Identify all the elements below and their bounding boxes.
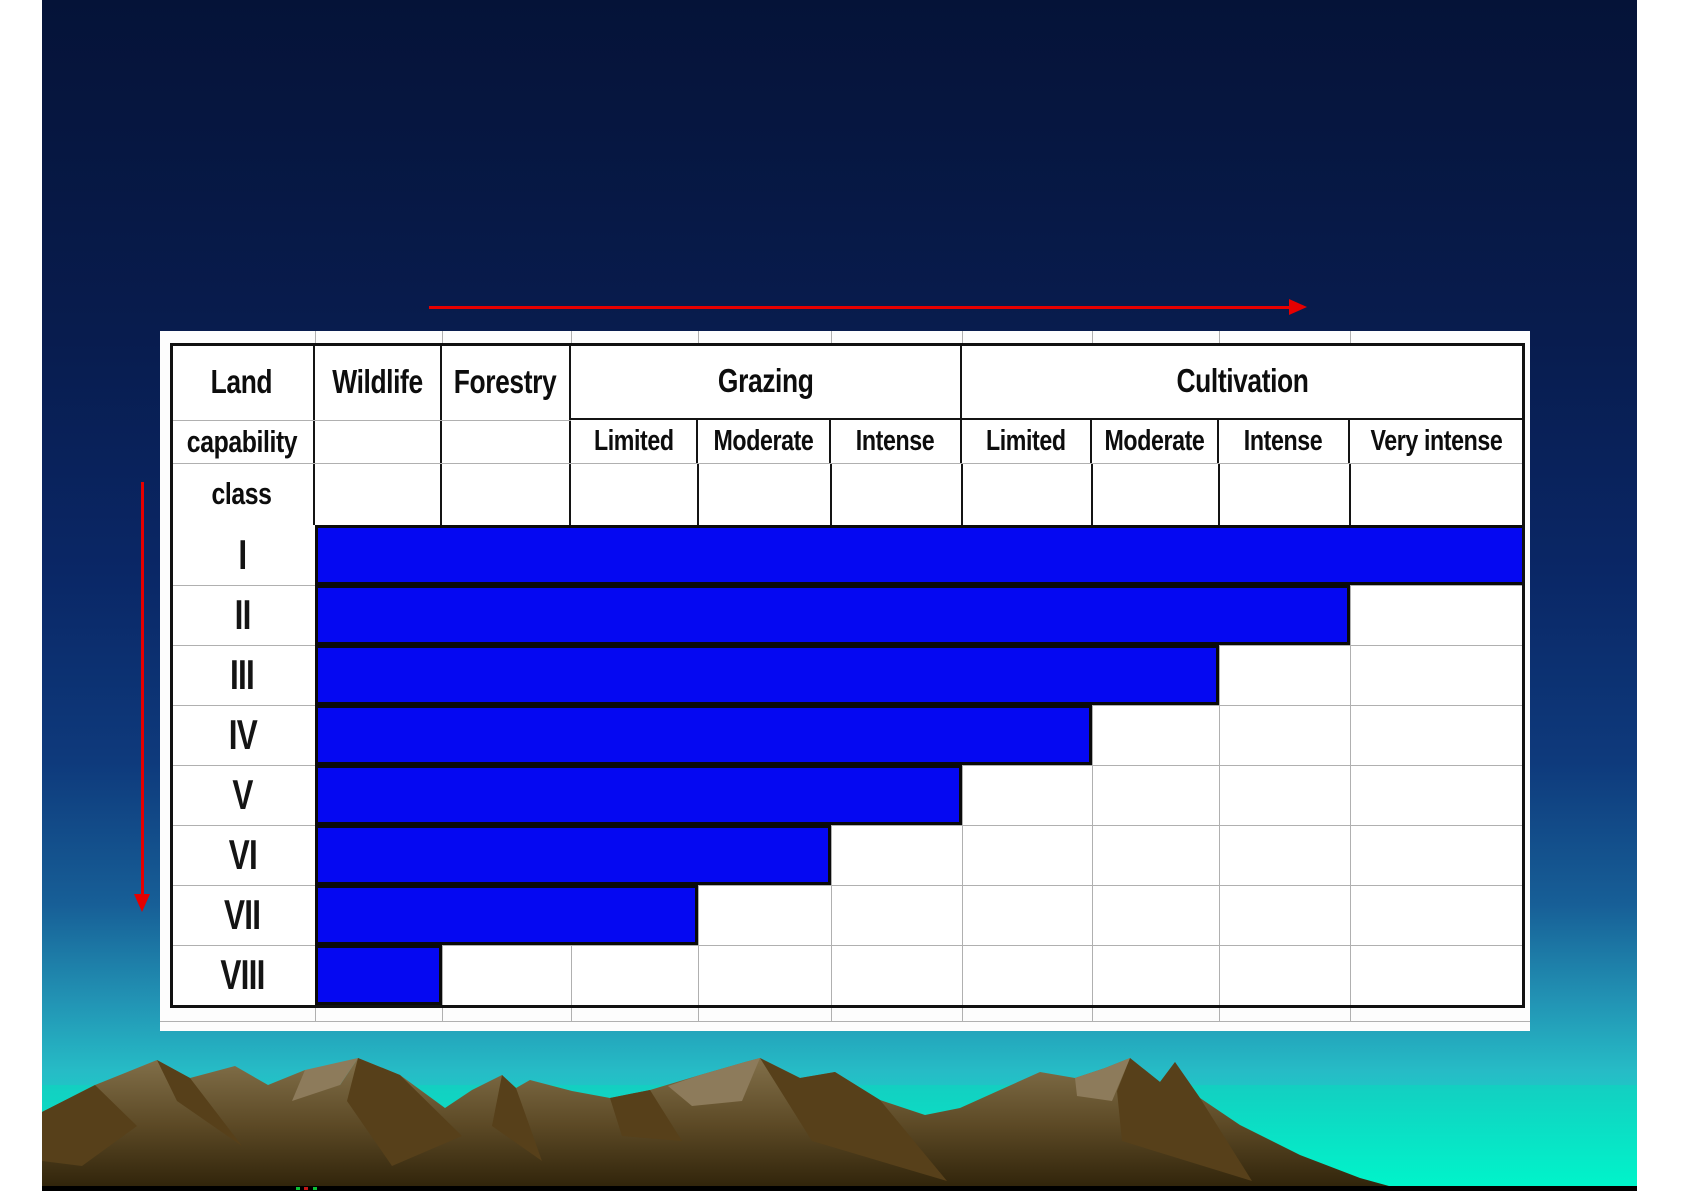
wildlife-header-label: Wildlife	[332, 362, 423, 400]
margin-vertical-stub	[315, 331, 316, 343]
margin-horizontal-stub	[160, 1021, 1530, 1022]
body-row-line	[170, 945, 1525, 946]
margin-vertical-stub	[442, 331, 443, 343]
row-label: VI	[170, 825, 315, 885]
header-vertical-line	[1218, 463, 1220, 525]
margin-vertical-stub	[831, 1008, 832, 1022]
mountain-graphic	[42, 1058, 1407, 1191]
header-cell-forestry: Forestry	[442, 343, 571, 525]
mountain-shadow-facets	[42, 1058, 1252, 1181]
subheader-cell: Intense	[1219, 420, 1350, 463]
capability-bar-row-I	[315, 525, 1525, 585]
header-vertical-line	[1091, 463, 1093, 525]
corner-header-cell: Land capability class	[170, 343, 315, 525]
header-hairline	[170, 463, 1525, 464]
slide: Land capability class Wildlife Forestry Gr…	[42, 0, 1637, 1191]
grazing-header-label: Grazing	[717, 361, 814, 399]
margin-vertical-stub	[831, 331, 832, 343]
capability-bar-row-II	[315, 585, 1350, 645]
margin-vertical-stub	[1219, 331, 1220, 343]
margin-vertical-stub	[1350, 1008, 1351, 1022]
margin-vertical-stub	[1219, 1008, 1220, 1022]
subheader-label: Moderate	[713, 425, 814, 457]
row-label-text: VII	[224, 891, 261, 938]
footer-speck	[313, 1187, 317, 1190]
header-label-wrap: Wildlife	[315, 343, 440, 420]
margin-vertical-stub	[1092, 1008, 1093, 1022]
row-label: IV	[170, 705, 315, 765]
row-label-text: VI	[228, 831, 257, 878]
header-vertical-line	[1349, 463, 1351, 525]
header-vertical-line	[697, 463, 699, 525]
row-label: VII	[170, 885, 315, 945]
capability-bar-row-VII	[315, 885, 698, 945]
subheader-cell: Limited	[962, 420, 1092, 463]
cultivation-header-label: Cultivation	[1176, 361, 1309, 399]
subheader-cell: Intense	[831, 420, 962, 463]
land-capability-table-picture: Land capability class Wildlife Forestry Gr…	[160, 331, 1530, 1031]
capability-bar-row-VI	[315, 825, 831, 885]
subheader-label: Intense	[1244, 425, 1323, 457]
capability-table-grid: Land capability class Wildlife Forestry Gr…	[170, 343, 1525, 1008]
capability-bar-row-III	[315, 645, 1219, 705]
subheader-label: Limited	[593, 425, 674, 457]
header-vertical-line	[961, 463, 963, 525]
header-hairline	[170, 420, 571, 421]
row-label: II	[170, 585, 315, 645]
subheader-cell: Very intense	[1350, 420, 1525, 463]
margin-vertical-stub	[571, 331, 572, 343]
header-label-wrap: Forestry	[442, 343, 569, 420]
vertical-arrow-line	[141, 482, 144, 894]
row-label-text: IV	[228, 711, 257, 758]
body-row-line	[170, 825, 1525, 826]
margin-vertical-stub	[698, 331, 699, 343]
mountain-sunlit-facets	[292, 1058, 1130, 1106]
row-label: VIII	[170, 945, 315, 1005]
row-label: V	[170, 765, 315, 825]
subheader-label: Moderate	[1104, 425, 1205, 457]
margin-vertical-stub	[442, 1008, 443, 1022]
corner-line-3: class	[211, 476, 272, 511]
row-label-text: II	[234, 591, 251, 638]
margin-vertical-stub	[962, 331, 963, 343]
margin-vertical-stub	[962, 1008, 963, 1022]
horizontal-arrow-line	[429, 306, 1289, 309]
header-cell-wildlife: Wildlife	[315, 343, 442, 525]
header-cell-grazing: Grazing	[571, 343, 962, 420]
margin-vertical-stub	[698, 1008, 699, 1022]
subheader-cell: Moderate	[1092, 420, 1219, 463]
forestry-header-label: Forestry	[454, 362, 557, 400]
arrow-head-down-icon	[134, 894, 150, 912]
row-label-text: I	[238, 531, 247, 578]
row-label-text: V	[232, 771, 253, 818]
footer-speck	[304, 1187, 308, 1190]
header-vertical-line	[830, 463, 832, 525]
capability-bar-row-VIII	[315, 945, 442, 1005]
subheader-cell: Moderate	[698, 420, 831, 463]
corner-line-2: capability	[186, 423, 297, 459]
subheader-cell: Limited	[571, 420, 698, 463]
capability-bar-row-V	[315, 765, 962, 825]
header-cell-cultivation: Cultivation	[962, 343, 1525, 420]
footer-speck	[296, 1187, 300, 1190]
row-label: III	[170, 645, 315, 705]
capability-bar-row-IV	[315, 705, 1092, 765]
body-row-line	[170, 885, 1525, 886]
margin-vertical-stub	[1092, 331, 1093, 343]
subheader-label: Limited	[986, 425, 1066, 457]
row-label-text: VIII	[220, 951, 265, 998]
subheader-label: Intense	[856, 425, 935, 457]
slide-bottom-bar	[42, 1186, 1637, 1191]
row-label-text: III	[230, 651, 255, 698]
margin-vertical-stub	[1350, 331, 1351, 343]
subheader-label: Very intense	[1370, 425, 1503, 457]
corner-line-1: Land	[210, 362, 273, 400]
margin-vertical-stub	[315, 1008, 316, 1022]
margin-vertical-stub	[571, 1008, 572, 1022]
row-label: I	[170, 525, 315, 585]
arrow-head-right-icon	[1289, 299, 1307, 315]
